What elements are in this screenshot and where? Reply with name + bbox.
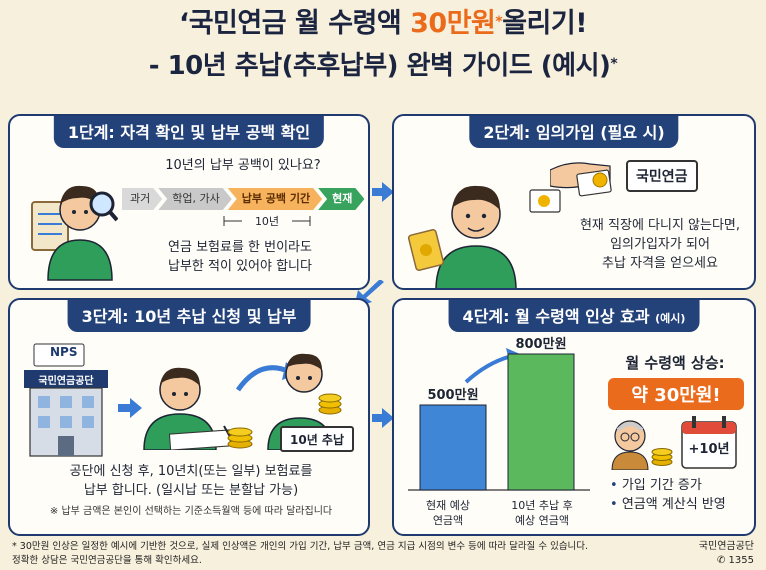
step3-body-2: 납부 합니다. (일시납 또는 분할납 가능) bbox=[83, 483, 299, 498]
arrow-right-icon bbox=[118, 398, 142, 418]
step2-body-2: 임의가입자가 되어 bbox=[610, 237, 710, 252]
footnote: * 30만원 인상은 일정한 예시에 기반한 것으로, 실제 인상액은 개인의 … bbox=[12, 540, 632, 568]
step4-heading-text: 4단계: 월 수령액 인상 효과 bbox=[462, 307, 650, 326]
arrow-right-icon bbox=[372, 182, 394, 202]
bullet-1-text: 가입 기간 증가 bbox=[621, 478, 702, 493]
elderly-coin-illustration bbox=[611, 420, 673, 470]
step3-panel: 3단계: 10년 추납 신청 및 납부 NPS 국민연금공단 10년 추납 공단… bbox=[8, 298, 370, 536]
step3-note: ※ 납부 금액은 본인이 선택하는 기준소득월액 등에 따라 달라집니다 bbox=[49, 506, 333, 517]
bar-label-0: 500만원 bbox=[427, 387, 478, 403]
x-label-current-2: 연금액 bbox=[432, 514, 464, 527]
step2-body-1: 현재 직장에 다니지 않는다면, bbox=[579, 218, 741, 233]
footer-phone: 1355 bbox=[728, 555, 754, 566]
title-star: * bbox=[495, 14, 503, 30]
page-title: ‘국민연금 월 수령액 30만원*올리기! - 10년 추납(추후납부) 완벽 … bbox=[0, 6, 766, 84]
hand-card-icon bbox=[550, 162, 612, 197]
step4-heading: 4단계: 월 수령액 인상 효과 (예시) bbox=[448, 300, 700, 332]
plus-ten-years: +10년 bbox=[688, 442, 730, 457]
timeline-now: 현재 bbox=[318, 188, 364, 210]
step3-body-1: 공단에 신청 후, 10년치(또는 일부) 보험료를 bbox=[69, 464, 313, 479]
title-line2: - 10년 추납(추후납부) 완벽 가이드 (예시) bbox=[148, 51, 611, 81]
ten-year-span-label: 10년 bbox=[242, 212, 292, 231]
gap-question: 10년의 납부 공백이 있나요? bbox=[165, 158, 321, 173]
footer-phone-row: ✆ 1355 bbox=[699, 554, 754, 568]
x-label-current: 현재 예상 연금액 bbox=[408, 498, 488, 528]
increase-value: 약 30만원! bbox=[608, 378, 744, 410]
chart-up-arrow bbox=[464, 354, 513, 384]
bar-1 bbox=[507, 353, 575, 491]
bullet-dot-icon: • bbox=[610, 497, 618, 512]
step2-body-3: 추납 자격을 얻으세요 bbox=[602, 256, 718, 271]
bar-label-1: 800만원 bbox=[515, 336, 566, 352]
step2-panel: 2단계: 임의가입 (필요 시) 국민연금 현재 직장에 다니지 않는다면, 임… bbox=[392, 114, 756, 290]
nps-sign: 국민연금 bbox=[626, 160, 698, 192]
footer-contact: 국민연금공단 ✆ 1355 bbox=[699, 540, 754, 568]
bullet-2: • 연금액 계산식 반영 bbox=[610, 493, 726, 512]
footnote-line-1: * 30만원 인상은 일정한 예시에 기반한 것으로, 실제 인상액은 개인의 … bbox=[12, 541, 589, 552]
step1-panel: 1단계: 자격 확인 및 납부 공백 확인 10년의 납부 공백이 있나요? 과… bbox=[8, 114, 370, 290]
calendar-icon bbox=[681, 416, 737, 469]
title-star-2: * bbox=[610, 56, 618, 72]
person-with-magnifier-illustration bbox=[31, 185, 118, 281]
nps-building-illustration bbox=[24, 343, 108, 457]
timeline-study: 학업, 가사 bbox=[158, 188, 231, 210]
step4-panel: 4단계: 월 수령액 인상 효과 (예시) 500만원 800만원 현재 예상 연… bbox=[392, 298, 756, 536]
bullet-1: • 가입 기간 증가 bbox=[610, 474, 702, 493]
arrow-right-icon bbox=[372, 408, 394, 428]
step1-heading: 1단계: 자격 확인 및 납부 공백 확인 bbox=[53, 116, 325, 148]
step1-body-2: 납부한 적이 있어야 합니다 bbox=[168, 259, 312, 274]
bullet-dot-icon: • bbox=[610, 478, 618, 493]
person-with-card-illustration bbox=[407, 185, 561, 288]
x-label-after: 10년 추납 후 예상 연금액 bbox=[494, 498, 590, 528]
timeline: 과거 학업, 가사 납부 공백 기간 현재 bbox=[122, 188, 360, 210]
pension-bar-chart: 500만원 800만원 bbox=[408, 336, 590, 491]
timeline-gap: 납부 공백 기간 bbox=[228, 188, 322, 210]
footnote-line-2: 정확한 상담은 국민연금공단을 통해 확인하세요. bbox=[12, 555, 202, 566]
step2-heading: 2단계: 임의가입 (필요 시) bbox=[469, 116, 679, 148]
nps-logo: NPS bbox=[50, 345, 78, 359]
bar-0 bbox=[419, 404, 487, 491]
title-accent: 30만원 bbox=[410, 8, 496, 39]
x-label-current-1: 현재 예상 bbox=[426, 499, 470, 512]
x-label-after-2: 예상 연금액 bbox=[514, 514, 570, 527]
title-line1-post: 올리기! bbox=[502, 8, 588, 39]
increase-label: 월 수령액 상승: bbox=[625, 354, 725, 372]
bullet-2-text: 연금액 계산식 반영 bbox=[621, 497, 726, 512]
step4-heading-small: (예시) bbox=[655, 312, 686, 325]
ten-year-box: 10년 추납 bbox=[280, 426, 354, 452]
title-line1-pre: ‘국민연금 월 수령액 bbox=[178, 8, 411, 39]
timeline-past: 과거 bbox=[122, 188, 162, 210]
step3-heading: 3단계: 10년 추납 신청 및 납부 bbox=[67, 300, 311, 332]
x-label-after-1: 10년 추납 후 bbox=[511, 499, 573, 512]
building-name: 국민연금공단 bbox=[38, 376, 94, 387]
footer-org: 국민연금공단 bbox=[698, 541, 754, 552]
step1-body-1: 연금 보험료를 한 번이라도 bbox=[168, 240, 312, 255]
phone-icon: ✆ bbox=[716, 555, 726, 566]
